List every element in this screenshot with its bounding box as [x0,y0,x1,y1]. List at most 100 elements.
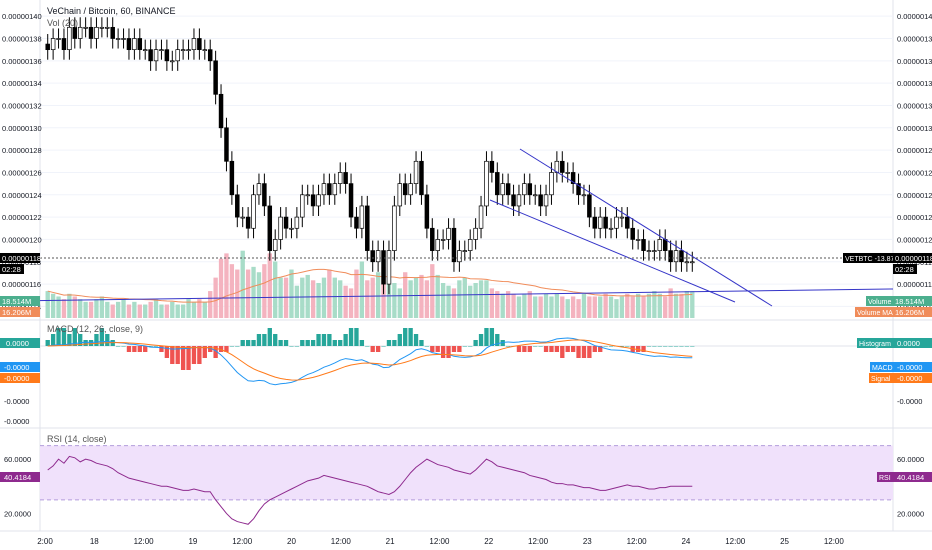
candle-body [159,49,164,52]
macd-line[interactable] [47,337,693,386]
candle-body [478,205,484,229]
volume-bar [625,293,630,318]
macd-hist-bar [581,346,587,358]
histogram-value-right: 0.0000 [897,339,920,348]
price-tick-label: 0.00000132 [897,101,932,110]
volume-bar [170,301,175,318]
macd-hist-bar [419,340,424,346]
time-tick-label: 12:00 [429,537,450,546]
volume-bar [338,280,343,318]
macd-hist-bar [283,340,289,346]
volume-bar [365,280,370,318]
time-tick-label: 21 [386,537,395,546]
candle-body [630,227,635,240]
macd-hist-bar [446,346,451,358]
candle-body [608,227,614,230]
candle-body [495,172,500,196]
price-tick-label-left: 0.00000128 [2,146,42,155]
macd-hist-bar [278,340,283,346]
macd-hist-bar [641,346,646,352]
rsi-value-right: 40.4184 [897,473,924,482]
macd-indicator-label[interactable]: MACD (12, 26, close, 9) [47,324,143,334]
rsi-line[interactable] [47,455,693,525]
volume-bar [403,272,408,318]
macd-hist-bar [300,340,305,346]
rsi-indicator-label[interactable]: RSI (14, close) [47,434,107,444]
volume-bar [440,283,446,318]
candle-body [186,49,191,52]
candle-body [489,160,495,173]
volume-bar [673,293,679,318]
macd-histogram[interactable] [45,328,695,370]
macd-hist-bar [164,346,170,358]
price-tick-label-left: 0.00000126 [2,168,42,177]
support-trendline[interactable] [9,288,894,302]
macd-hist-bar [473,340,478,346]
macd-hist-bar [505,346,511,347]
volume-bar [218,258,224,318]
macd-hist-bar [587,346,592,358]
volume-bar [549,296,554,318]
volume-bar [657,293,662,318]
volume-bar [419,274,424,318]
volume-value-right: 18.514M [895,297,924,306]
rsi-label: RSI [879,475,891,482]
candle-body [251,194,256,229]
candlesticks[interactable] [45,17,695,295]
countdown-badge-left [0,264,24,274]
volume-bar [527,291,532,318]
candle-body [115,38,121,40]
macd-hist-bar [159,346,164,352]
candle-body [175,49,180,62]
candle-body [327,183,332,196]
macd-hist-bar [462,346,467,347]
volume-bar [137,304,142,318]
volume-bar [105,301,110,318]
volume-bar [240,250,245,318]
candle-body [278,216,283,240]
volume-bar [543,293,549,318]
candle-body [348,183,354,218]
candle-body [191,38,197,51]
signal-value-left: -0.0000 [4,374,29,383]
signal-line[interactable] [47,339,693,381]
volume-bar [245,269,251,318]
volume-ma-label-badge [855,307,893,317]
volume-bar [224,253,229,318]
macd-hist-bar [208,346,213,352]
volume-bar [332,277,337,318]
rsi-label-badge [877,472,893,482]
volume-bar [148,301,153,318]
candle-body [94,26,99,39]
macd-hist-bar [245,340,251,346]
macd-hist-bar [105,334,110,346]
candle-body [386,250,392,285]
volume-bar [679,293,684,318]
candle-body [213,60,218,95]
macd-hist-bar [235,346,240,347]
wedge-upper-trendline[interactable] [519,148,773,307]
price-tick-label-left: 0.00000140 [2,12,42,21]
candle-body [511,194,516,207]
volume-indicator-label[interactable]: Vol (20) [47,18,78,28]
macd-hist-bar [170,346,175,364]
volume-bar [598,296,603,318]
candle-body [105,26,110,29]
countdown-right: 02:28 [895,265,914,274]
price-tick-label-left: 0.00000120 [2,235,42,244]
macd-hist-bar [94,334,99,346]
volume-bar [614,299,619,318]
candle-body [652,250,657,252]
time-axis[interactable]: 2:00 18 12:00 19 12:00 20 12:00 21 12:00 22 12:00 2… [37,537,844,546]
candle-body [440,239,446,241]
candle-body [603,216,608,229]
volume-bar [348,288,354,318]
volume-bar [641,296,646,318]
signal-badge-left [0,373,40,383]
wedge-lower-trendline[interactable] [489,199,736,303]
candle-body [500,183,505,196]
macd-hist-bar [256,334,262,346]
macd-hist-bar [386,340,392,346]
rsi-axis[interactable]: 60.0000 60.0000 20.0000 20.0000 [4,455,924,518]
